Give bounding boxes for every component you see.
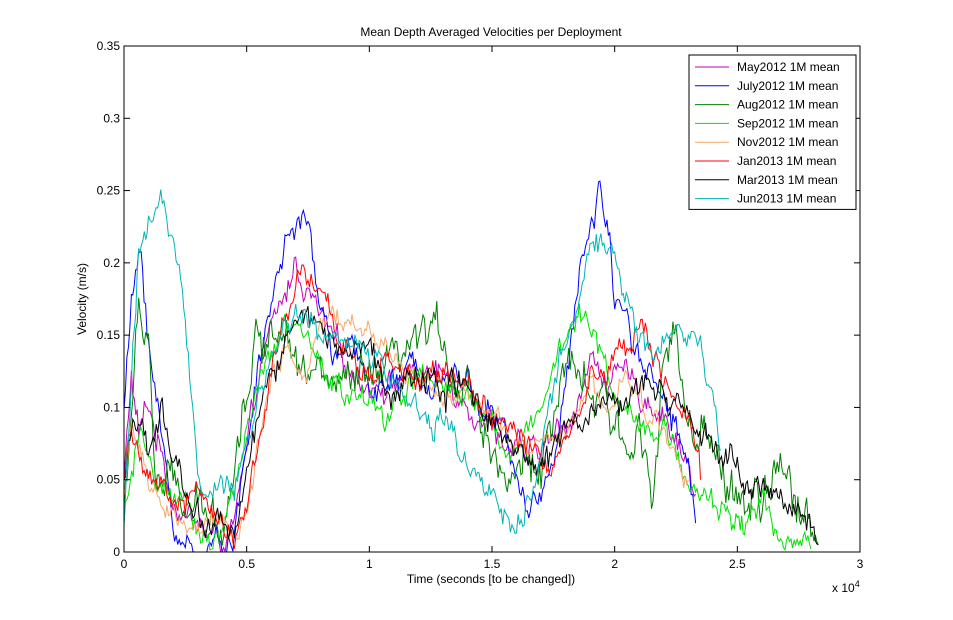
legend: May2012 1M mean July2012 1M mean Aug2012 1…: [688, 54, 857, 210]
series-line: [124, 305, 819, 546]
x-tick-label: 2: [611, 557, 618, 571]
x-axis-label: Time (seconds [to be changed]): [407, 572, 575, 586]
series-line: [124, 256, 697, 552]
x-axis-multiplier: x 104: [832, 579, 860, 595]
x-multiplier-base: x 10: [832, 581, 855, 595]
y-tick-label: 0.05: [97, 473, 121, 487]
x-multiplier-exponent: 4: [855, 579, 860, 589]
legend-label: May2012 1M mean: [737, 60, 840, 74]
y-axis-ticks: 0 0.05 0.1 0.15 0.2 0.25 0.3 0.35: [97, 39, 860, 559]
y-axis-label: Velocity (m/s): [75, 263, 89, 335]
y-tick-label: 0.3: [103, 111, 120, 125]
x-tick-label: 1: [366, 557, 373, 571]
y-tick-label: 0.1: [103, 400, 120, 414]
series-line: [124, 180, 697, 552]
y-tick-label: 0.15: [97, 328, 121, 342]
series-line: [124, 189, 721, 535]
legend-label: Nov2012 1M mean: [737, 135, 838, 149]
legend-label: July2012 1M mean: [737, 79, 838, 93]
legend-label: Jan2013 1M mean: [737, 154, 836, 168]
y-tick-label: 0.25: [97, 184, 121, 198]
x-tick-label: 3: [857, 557, 864, 571]
legend-box: [688, 54, 857, 210]
series-layer: [124, 180, 819, 552]
x-tick-label: 1.5: [484, 557, 501, 571]
series-line: [124, 303, 812, 552]
x-tick-label: 0.5: [238, 557, 255, 571]
series-line: [124, 297, 819, 546]
chart-title: Mean Depth Averaged Velocities per Deplo…: [360, 25, 622, 39]
plot-area: 0 0.5 1 1.5 2 2.5 3 0 0.05 0.1 0.15 0.2 0.25 0.3 0.35: [97, 39, 864, 571]
y-tick-label: 0.2: [103, 256, 120, 270]
y-tick-label: 0.35: [97, 39, 121, 53]
legend-label: Mar2013 1M mean: [737, 173, 838, 187]
y-tick-label: 0: [113, 545, 120, 559]
legend-label: Jun2013 1M mean: [737, 192, 836, 206]
x-axis-ticks: 0 0.5 1 1.5 2 2.5 3: [121, 46, 864, 571]
legend-label: Sep2012 1M mean: [737, 116, 838, 130]
series-line: [124, 305, 689, 541]
x-tick-label: 2.5: [729, 557, 746, 571]
x-tick-label: 0: [121, 557, 128, 571]
legend-label: Aug2012 1M mean: [737, 98, 838, 112]
